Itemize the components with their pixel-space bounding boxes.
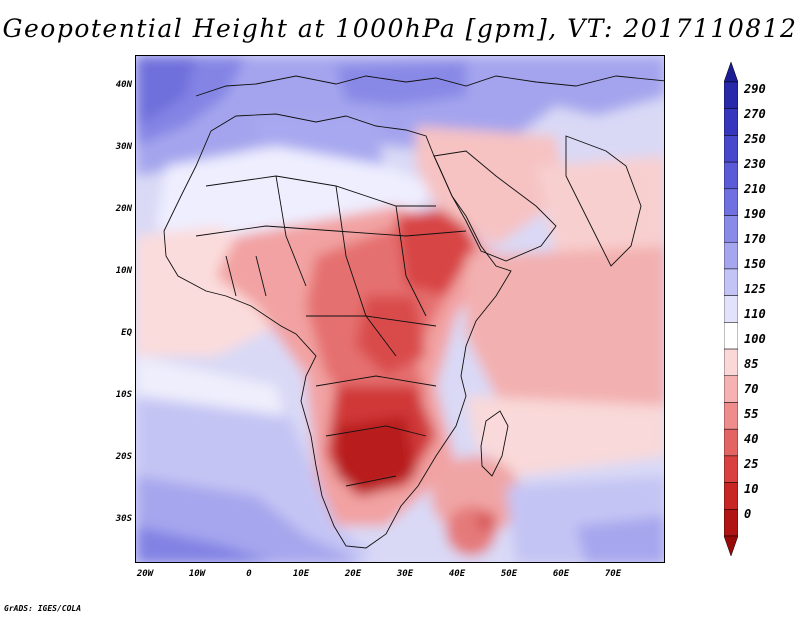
- lat-label: 30S: [115, 514, 132, 524]
- credit-text: GrADS: IGES/COLA: [4, 604, 82, 613]
- colorbar-label: 100: [744, 332, 766, 346]
- colorbar-swatch: [724, 81, 738, 109]
- colorbar-label: 150: [744, 257, 766, 271]
- colorbar-swatch: [724, 161, 738, 190]
- colorbar-label: 270: [744, 107, 766, 121]
- lat-label: 20N: [115, 204, 132, 214]
- lat-label: EQ: [121, 328, 132, 338]
- colorbar-swatch: [724, 215, 738, 243]
- colorbar-swatch: [724, 428, 738, 457]
- lon-label: 30E: [396, 569, 414, 579]
- lat-label: 10N: [115, 266, 132, 276]
- lon-label: 0: [246, 569, 252, 579]
- colorbar-label: 10: [744, 482, 759, 496]
- colorbar-swatch: [724, 348, 738, 377]
- colorbar-label: 55: [744, 407, 759, 421]
- lon-label: 20W: [136, 569, 154, 579]
- colorbar-swatch: [724, 375, 738, 403]
- lon-label: 50E: [500, 569, 518, 579]
- lat-label: 40N: [115, 80, 132, 90]
- colorbar-swatch: [724, 188, 738, 216]
- colorbar-swatch: [724, 295, 738, 323]
- colorbar-swatch: [724, 455, 738, 483]
- colorbar-label: 70: [744, 382, 759, 396]
- lon-label: 60E: [552, 569, 570, 579]
- colorbar-swatch: [724, 509, 738, 537]
- colorbar-swatch: [724, 135, 738, 163]
- colorbar: [724, 62, 738, 556]
- map-title: Geopotential Height at 1000hPa [gpm], VT…: [2, 14, 798, 43]
- lon-label: 10E: [292, 569, 310, 579]
- lon-label: 40E: [448, 569, 466, 579]
- lat-label: 20S: [115, 452, 132, 462]
- lon-label: 70E: [604, 569, 622, 579]
- colorbar-label: 250: [744, 132, 766, 146]
- lon-label: 10W: [188, 569, 206, 579]
- colorbar-bottom-arrow: [724, 535, 738, 556]
- colorbar-label: 0: [744, 507, 752, 521]
- colorbar-label: 210: [744, 182, 766, 196]
- colorbar-swatch: [724, 241, 738, 270]
- colorbar-label: 125: [744, 282, 766, 296]
- colorbar-label: 85: [744, 357, 759, 371]
- colorbar-label: 110: [744, 307, 766, 321]
- colorbar-swatch: [724, 482, 738, 510]
- colorbar-swatch: [724, 322, 738, 350]
- colorbar-top-arrow: [724, 62, 738, 83]
- colorbar-label: 170: [744, 232, 766, 246]
- africa-coastline: [163, 75, 664, 549]
- colorbar-swatch: [724, 402, 738, 430]
- colorbar-label: 230: [744, 157, 766, 171]
- colorbar-label: 25: [744, 457, 759, 471]
- colorbar-label: 290: [744, 82, 766, 96]
- colorbar-label: 190: [744, 207, 766, 221]
- colorbar-label: 40: [744, 432, 759, 446]
- lat-label: 10S: [115, 390, 132, 400]
- lon-label: 20E: [344, 569, 362, 579]
- geopotential-map: [135, 55, 665, 563]
- lat-label: 30N: [115, 142, 132, 152]
- colorbar-swatch: [724, 108, 738, 136]
- colorbar-swatch: [724, 268, 738, 296]
- height-field: [136, 56, 664, 562]
